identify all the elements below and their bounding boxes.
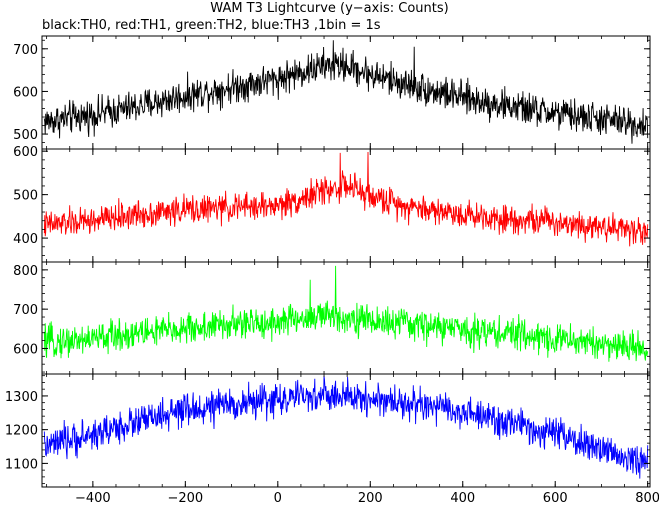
x-tick-label: 400 <box>450 491 475 505</box>
y-tick-label: 700 <box>13 43 38 58</box>
x-tick-label: 600 <box>543 491 568 505</box>
x-tick-label: −200 <box>167 491 203 505</box>
y-tick-label: 1300 <box>5 390 38 405</box>
y-tick-label: 600 <box>13 85 38 100</box>
chart-title: WAM T3 Lightcurve (y−axis: Counts) <box>210 1 449 16</box>
x-tick-label: 0 <box>274 491 282 505</box>
y-tick-label: 1100 <box>5 457 38 472</box>
y-tick-label: 500 <box>13 189 38 204</box>
series-line-th2 <box>43 265 649 362</box>
series-line-th0 <box>43 40 649 144</box>
panel-frame-th1 <box>41 148 651 263</box>
series-line-th1 <box>43 151 649 247</box>
x-tick-label: −400 <box>75 491 111 505</box>
y-tick-label: 800 <box>13 264 38 279</box>
y-tick-label: 500 <box>13 128 38 143</box>
y-tick-label: 1200 <box>5 424 38 439</box>
y-tick-label: 400 <box>13 232 38 247</box>
y-tick-label: 700 <box>13 303 38 318</box>
chart-subtitle: black:TH0, red:TH1, green:TH2, blue:TH3 … <box>42 18 381 33</box>
x-tick-label: 200 <box>358 491 383 505</box>
y-tick-label: 600 <box>13 342 38 357</box>
series-line-th3 <box>43 375 649 479</box>
panel-frame-th0 <box>41 35 651 150</box>
y-tick-label: 600 <box>13 145 38 160</box>
x-tick-label: 800 <box>635 491 659 505</box>
panel-frame-th3 <box>41 373 651 488</box>
